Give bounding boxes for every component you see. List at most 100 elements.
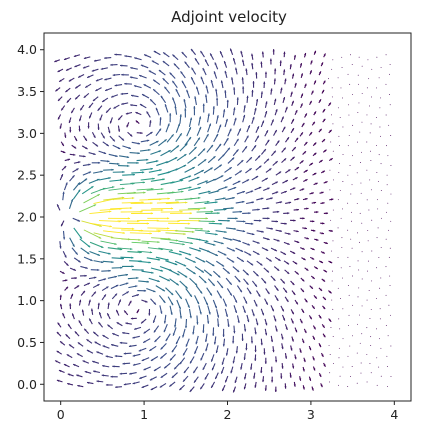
arrow-head: [61, 223, 64, 227]
arrow-head: [324, 149, 327, 152]
arrow-head: [214, 305, 217, 309]
arrow-head: [231, 77, 234, 80]
arrow-head: [72, 244, 75, 247]
arrow-head: [111, 260, 114, 264]
arrow-dot: [338, 347, 340, 349]
arrow-dot: [332, 123, 334, 125]
arrow-head: [301, 279, 305, 282]
arrow-head: [254, 107, 257, 111]
arrow-head: [202, 148, 206, 151]
arrow-head: [102, 335, 105, 338]
arrow-dot: [388, 256, 390, 258]
arrow-head: [240, 160, 244, 163]
arrow-head: [193, 106, 196, 109]
arrow-dot: [347, 174, 349, 176]
arrow-head: [247, 319, 250, 323]
arrow-head: [242, 59, 245, 63]
arrow-head: [167, 217, 170, 220]
arrow-dot: [377, 227, 379, 229]
arrow-dot: [332, 209, 334, 211]
arrow-head: [82, 360, 86, 363]
arrow-head: [219, 124, 222, 128]
arrow-head: [124, 55, 127, 58]
arrow-head: [259, 219, 262, 222]
arrow-head: [65, 182, 68, 185]
arrow-dot: [361, 93, 363, 94]
arrow-dot: [328, 345, 330, 346]
arrow-dot: [347, 355, 349, 357]
arrow-head: [177, 123, 180, 126]
arrow-head: [114, 53, 117, 56]
arrow-dot: [350, 54, 351, 56]
arrow-head: [65, 89, 68, 93]
arrow-head: [98, 236, 102, 239]
arrow-head: [212, 283, 215, 286]
arrow-head: [310, 60, 313, 63]
arrow-head: [144, 54, 147, 57]
arrow-head: [224, 90, 227, 93]
arrow-dot: [360, 362, 362, 364]
arrow-head: [70, 293, 73, 297]
arrow-head: [183, 264, 187, 267]
arrow-dot: [366, 299, 368, 301]
arrow-head: [260, 263, 263, 266]
arrow-head: [142, 94, 145, 97]
arrow: [121, 238, 141, 241]
arrow-head: [306, 237, 309, 240]
arrow-head: [74, 331, 78, 334]
arrow-head: [154, 339, 157, 342]
arrow-head: [219, 295, 222, 299]
arrow-head: [279, 60, 282, 63]
arrow-dot: [350, 376, 352, 378]
arrow-head: [131, 197, 135, 200]
arrow-head: [163, 300, 166, 303]
arrow-head: [167, 197, 170, 200]
arrow-head: [121, 257, 124, 260]
arrow-head: [193, 156, 197, 160]
arrow-head: [280, 87, 283, 91]
arrow-dot: [386, 145, 387, 147]
arrow-dot: [369, 132, 371, 134]
arrow-head: [292, 282, 295, 286]
x-tick-label: 2: [224, 407, 232, 422]
arrow: [103, 196, 125, 201]
arrow-dot: [380, 375, 382, 377]
arrow-dot: [390, 314, 392, 316]
arrow-head: [99, 118, 102, 121]
arrow-head: [138, 349, 142, 352]
arrow-head: [266, 207, 270, 210]
arrow-dot: [357, 83, 359, 85]
arrow-dot: [330, 219, 332, 221]
arrow-head: [205, 348, 208, 352]
arrow-head: [255, 304, 258, 307]
arrow-head: [123, 352, 127, 355]
arrow-head: [75, 252, 78, 255]
arrow-head: [312, 306, 315, 309]
arrow-head: [204, 377, 207, 380]
arrow-head: [267, 238, 270, 241]
arrow-head: [294, 82, 297, 86]
arrow-head: [106, 286, 109, 289]
arrow-head: [93, 370, 96, 373]
arrow-head: [330, 229, 333, 232]
arrow-head: [274, 360, 278, 363]
arrow-head: [280, 376, 283, 379]
arrow-head: [157, 240, 160, 244]
arrow-head: [190, 360, 193, 364]
arrow-head: [330, 198, 334, 201]
arrow-head: [162, 78, 166, 81]
arrow-head: [97, 302, 100, 306]
arrow-head: [211, 263, 215, 267]
arrow-dot: [327, 78, 329, 80]
arrow-head: [305, 268, 309, 271]
arrow: [167, 190, 184, 194]
arrow-dot: [341, 237, 343, 239]
arrow-head: [202, 68, 205, 71]
arrow-head: [193, 370, 196, 374]
arrow-dot: [356, 352, 358, 354]
arrow-head: [182, 243, 185, 246]
arrow-dot: [332, 179, 334, 181]
arrow-dot: [342, 126, 344, 128]
arrow-head: [197, 208, 201, 211]
arrow-dot: [337, 384, 339, 386]
